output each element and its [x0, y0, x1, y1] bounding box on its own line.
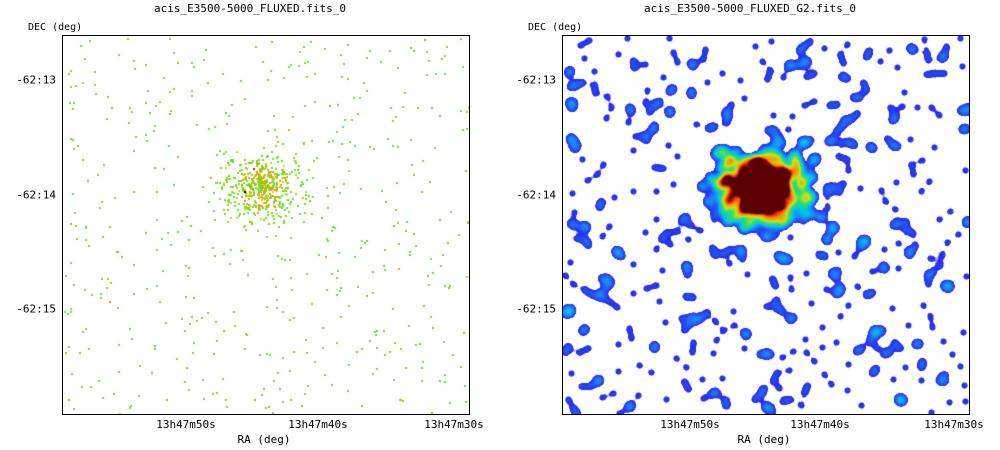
- x-tick-label: 13h47m40s: [790, 418, 850, 431]
- x-axis-label: RA (deg): [237, 433, 291, 446]
- right-panel: acis_E3500-5000_FLUXED_G2.fits_0 DEC (de…: [500, 0, 1000, 450]
- smoothed-events-image: [563, 36, 969, 414]
- y-tick-label: -62:15: [16, 302, 56, 316]
- left-panel: acis_E3500-5000_FLUXED.fits_0 DEC (deg) …: [16, 2, 484, 446]
- x-tick-label: 13h47m30s: [424, 418, 484, 431]
- x-tick-label: 13h47m30s: [924, 418, 984, 431]
- y-tick-label: -62:13: [516, 73, 556, 87]
- y-tick-label: -62:14: [516, 188, 556, 202]
- y-tick-label: -62:15: [516, 302, 556, 316]
- raw-image-plot: [62, 35, 470, 415]
- y-axis-label: DEC (deg): [528, 22, 583, 33]
- y-tick-label: -62:13: [16, 73, 56, 87]
- smoothed-image-plot: [562, 35, 970, 415]
- x-tick-label: 13h47m40s: [288, 418, 348, 431]
- panel-title: acis_E3500-5000_FLUXED.fits_0: [153, 2, 347, 15]
- y-axis-label: DEC (deg): [28, 22, 83, 33]
- y-tick-label: -62:14: [16, 188, 56, 202]
- x-tick-label: 13h47m50s: [156, 418, 216, 431]
- x-tick-label: 13h47m50s: [660, 418, 720, 431]
- raw-events-image: [63, 36, 469, 414]
- x-axis-label: RA (deg): [737, 433, 791, 446]
- panel-title: acis_E3500-5000_FLUXED_G2.fits_0: [644, 2, 856, 15]
